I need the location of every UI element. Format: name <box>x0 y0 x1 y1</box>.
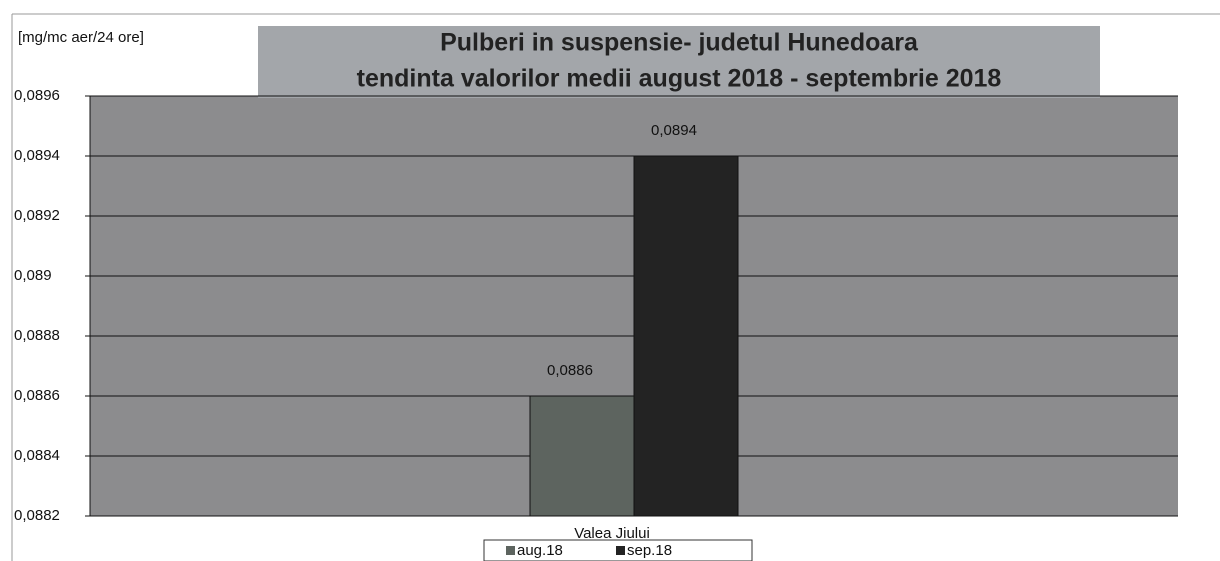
title-box <box>258 26 1100 98</box>
y-tick-label: 0,0888 <box>14 327 60 344</box>
chart-title: tendinta valorilor medii august 2018 - s… <box>357 65 1002 93</box>
y-tick-label: 0,0884 <box>14 447 60 464</box>
x-tick-label: Valea Jiului <box>574 525 650 542</box>
y-tick-label: 0,089 <box>14 267 52 284</box>
legend-label: aug.18 <box>517 542 563 559</box>
legend-swatch <box>506 546 515 555</box>
legend-label: sep.18 <box>627 542 672 559</box>
y-tick-label: 0,0892 <box>14 207 60 224</box>
y-tick-label: 0,0896 <box>14 87 60 104</box>
chart-title: Pulberi in suspensie- judetul Hunedoara <box>440 29 919 57</box>
bar <box>633 155 739 517</box>
data-label: 0,0894 <box>651 122 697 139</box>
y-tick-label: 0,0882 <box>14 507 60 524</box>
legend-swatch <box>616 546 625 555</box>
data-label: 0,0886 <box>547 362 593 379</box>
y-axis-label: [mg/mc aer/24 ore] <box>18 29 144 46</box>
y-tick-label: 0,0886 <box>14 387 60 404</box>
bar <box>529 395 635 517</box>
y-tick-label: 0,0894 <box>14 147 60 164</box>
